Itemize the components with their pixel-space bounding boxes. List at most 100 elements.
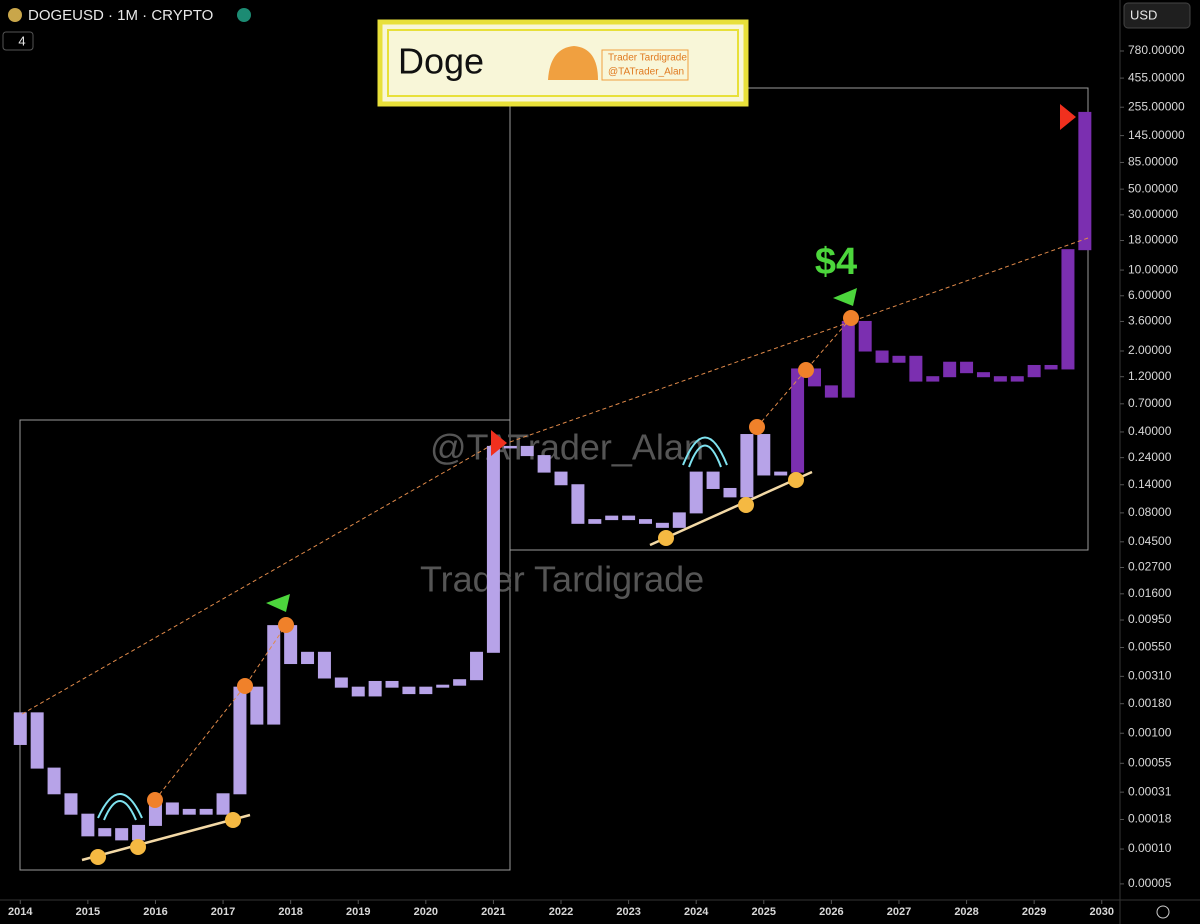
logo-inner: [387, 29, 739, 97]
candle-body: [926, 376, 940, 382]
y-tick-label: 30.00000: [1128, 207, 1178, 221]
candle-body: [503, 445, 517, 449]
x-tick-label: 2028: [954, 906, 978, 918]
candle-body: [1027, 364, 1041, 378]
candle-body: [740, 434, 754, 498]
point: [130, 839, 146, 855]
candle-body: [706, 471, 720, 489]
y-tick-label: 1.20000: [1128, 369, 1172, 383]
candle-body: [368, 680, 382, 697]
candle-body: [419, 686, 433, 695]
logo-title: Doge: [398, 41, 484, 82]
badge-box: [2, 31, 34, 51]
y-tick-label: 18.00000: [1128, 233, 1178, 247]
y-tick-label: 0.01600: [1128, 586, 1172, 600]
support-line: [81, 813, 251, 862]
point: [843, 310, 859, 326]
logo-brand-box: [601, 49, 689, 81]
candle-body: [993, 376, 1007, 382]
candle-body: [672, 512, 686, 528]
candle-body: [605, 515, 619, 521]
y-tick-label: 145.00000: [1128, 128, 1185, 142]
candle-body: [199, 808, 213, 815]
annotations: [21, 237, 1089, 862]
y-tick-label: 0.00100: [1128, 725, 1172, 739]
candle-body: [520, 445, 534, 457]
candle-body: [216, 793, 230, 815]
point: [798, 362, 814, 378]
point: [237, 678, 253, 694]
x-tick-label: 2020: [414, 906, 438, 918]
logo-icon: [548, 46, 598, 80]
annotation: $4: [815, 241, 857, 283]
y-tick-label: 6.00000: [1128, 288, 1172, 302]
currency-button[interactable]: [1123, 2, 1191, 29]
candle-body: [976, 372, 990, 378]
logo-handle: @TATrader_Alan: [608, 67, 684, 78]
y-tick-label: 2.00000: [1128, 343, 1172, 357]
y-tick-label: 0.04500: [1128, 534, 1172, 548]
y-tick-label: 0.00550: [1128, 640, 1172, 654]
watermark: @TATrader_Alan: [430, 427, 704, 468]
x-tick-label: 2027: [887, 906, 911, 918]
x-tick-label: 2023: [616, 906, 640, 918]
y-tick-label: 455.00000: [1128, 70, 1185, 84]
candle-body: [655, 522, 669, 528]
x-tick-label: 2016: [143, 906, 167, 918]
candle-body: [960, 361, 974, 374]
y-tick-label: 0.00310: [1128, 669, 1172, 683]
candle-body: [875, 350, 889, 363]
y-tick-label: 0.00180: [1128, 696, 1172, 710]
x-tick-label: 2029: [1022, 906, 1046, 918]
candle-body: [486, 445, 500, 653]
candle-body: [689, 471, 703, 514]
status-icon: [237, 8, 251, 22]
candle-body: [1044, 364, 1058, 370]
trend-line: [756, 317, 852, 428]
y-tick-label: 0.24000: [1128, 450, 1172, 464]
point: [658, 530, 674, 546]
candle-body: [317, 651, 331, 679]
point: [749, 419, 765, 435]
currency[interactable]: USD: [1130, 7, 1157, 22]
x-tick-label: 2025: [752, 906, 776, 918]
points: [90, 104, 1076, 865]
interval-badge: 4: [18, 33, 25, 48]
y-tick-label: 85.00000: [1128, 155, 1178, 169]
candle-body: [554, 471, 568, 486]
candle-body: [841, 320, 855, 398]
flag: [833, 288, 857, 306]
y-tick-label: 0.00018: [1128, 812, 1172, 826]
candle-body: [250, 686, 264, 725]
range-box: [19, 419, 511, 871]
x-tick-label: 2030: [1090, 906, 1114, 918]
x-tick-label: 2021: [481, 906, 505, 918]
candle-body: [233, 686, 247, 795]
candle-body: [774, 471, 788, 476]
candle-body: [98, 828, 112, 837]
y-tick-label: 0.02700: [1128, 560, 1172, 574]
logo-brand: Trader Tardigrade: [608, 53, 687, 64]
point: [90, 849, 106, 865]
y-tick-label: 780.00000: [1128, 43, 1185, 57]
candle-body: [757, 434, 771, 476]
y-tick-label: 255.00000: [1128, 99, 1185, 113]
candle-body: [1078, 111, 1092, 251]
candle-body: [351, 686, 365, 697]
y-tick-label: 0.40000: [1128, 424, 1172, 438]
candle-body: [115, 828, 129, 841]
candle-body: [436, 684, 450, 688]
y-tick-label: 50.00000: [1128, 181, 1178, 195]
symbol-title: DOGEUSD · 1M · CRYPTO: [28, 7, 213, 24]
candle-body: [858, 320, 872, 352]
y-tick-label: 0.14000: [1128, 477, 1172, 491]
y-tick-label: 0.00950: [1128, 612, 1172, 626]
settings-icon[interactable]: [1156, 905, 1170, 919]
marker: [491, 430, 507, 456]
candle-body: [892, 355, 906, 363]
range-box: [509, 87, 1089, 551]
watermark: Trader Tardigrade: [420, 559, 704, 600]
candle-body: [64, 793, 78, 815]
candle-body: [301, 651, 315, 665]
